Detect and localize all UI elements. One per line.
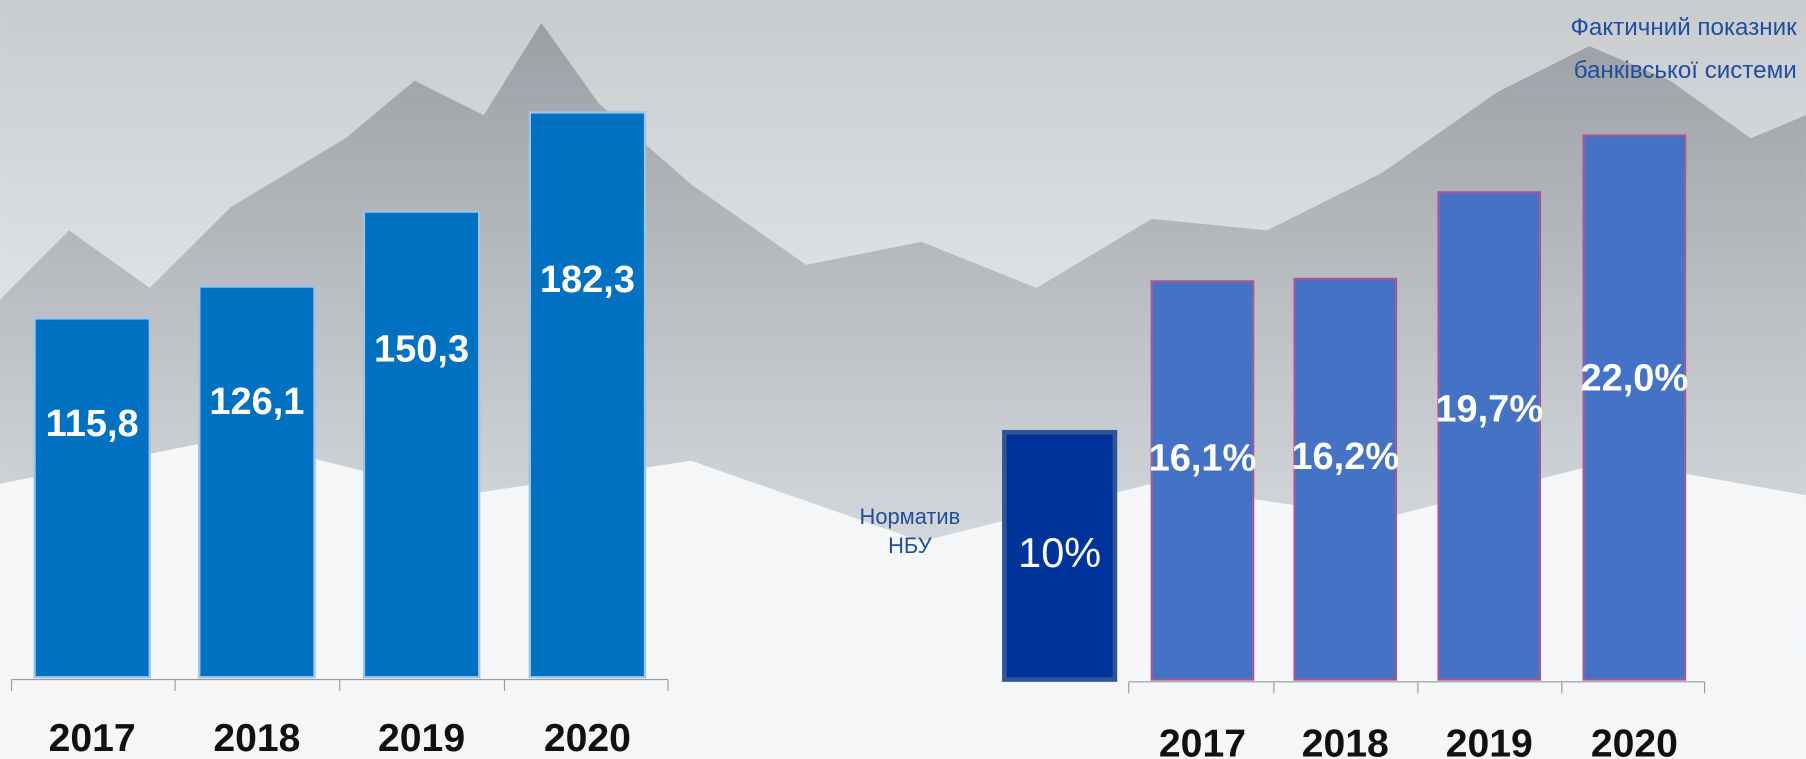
data-label: 16,2% (1291, 436, 1399, 478)
data-label: 182,3 (540, 259, 635, 301)
annotation: банківської системи (1574, 57, 1797, 84)
data-label: 150,3 (374, 328, 469, 370)
x-tick-label: 2018 (1302, 723, 1389, 759)
data-label: 115,8 (46, 403, 139, 445)
x-tick-label: 2019 (1446, 723, 1533, 759)
data-label: 22,0% (1580, 357, 1688, 399)
reference-value-label: 10% (1018, 529, 1101, 576)
data-label: 19,7% (1435, 389, 1543, 431)
x-tick-label: 2019 (378, 717, 465, 759)
data-label: 126,1 (209, 381, 304, 423)
bar (199, 287, 314, 678)
x-tick-label: 2017 (49, 717, 136, 759)
bar (1584, 136, 1685, 680)
bar (1152, 281, 1253, 679)
x-tick-label: 2020 (544, 717, 631, 759)
chart: 115,8 2017 126,1 2018 150,3 2019 182,3 2020 16,1… (0, 0, 1806, 759)
bar (530, 112, 645, 677)
x-tick-label: 2018 (213, 717, 300, 759)
reference-label: НБУ (888, 533, 932, 558)
data-label: 16,1% (1149, 438, 1257, 480)
page: 115,8 2017 126,1 2018 150,3 2019 182,3 2020 16,1… (0, 0, 1806, 759)
bar (1295, 279, 1396, 680)
reference-label: Норматив (860, 504, 961, 529)
bar (364, 212, 479, 678)
x-tick-label: 2017 (1159, 723, 1246, 759)
bar (1439, 192, 1540, 679)
x-tick-label: 2020 (1591, 723, 1678, 759)
bar (35, 318, 150, 677)
annotation: Фактичний показник (1571, 14, 1798, 41)
